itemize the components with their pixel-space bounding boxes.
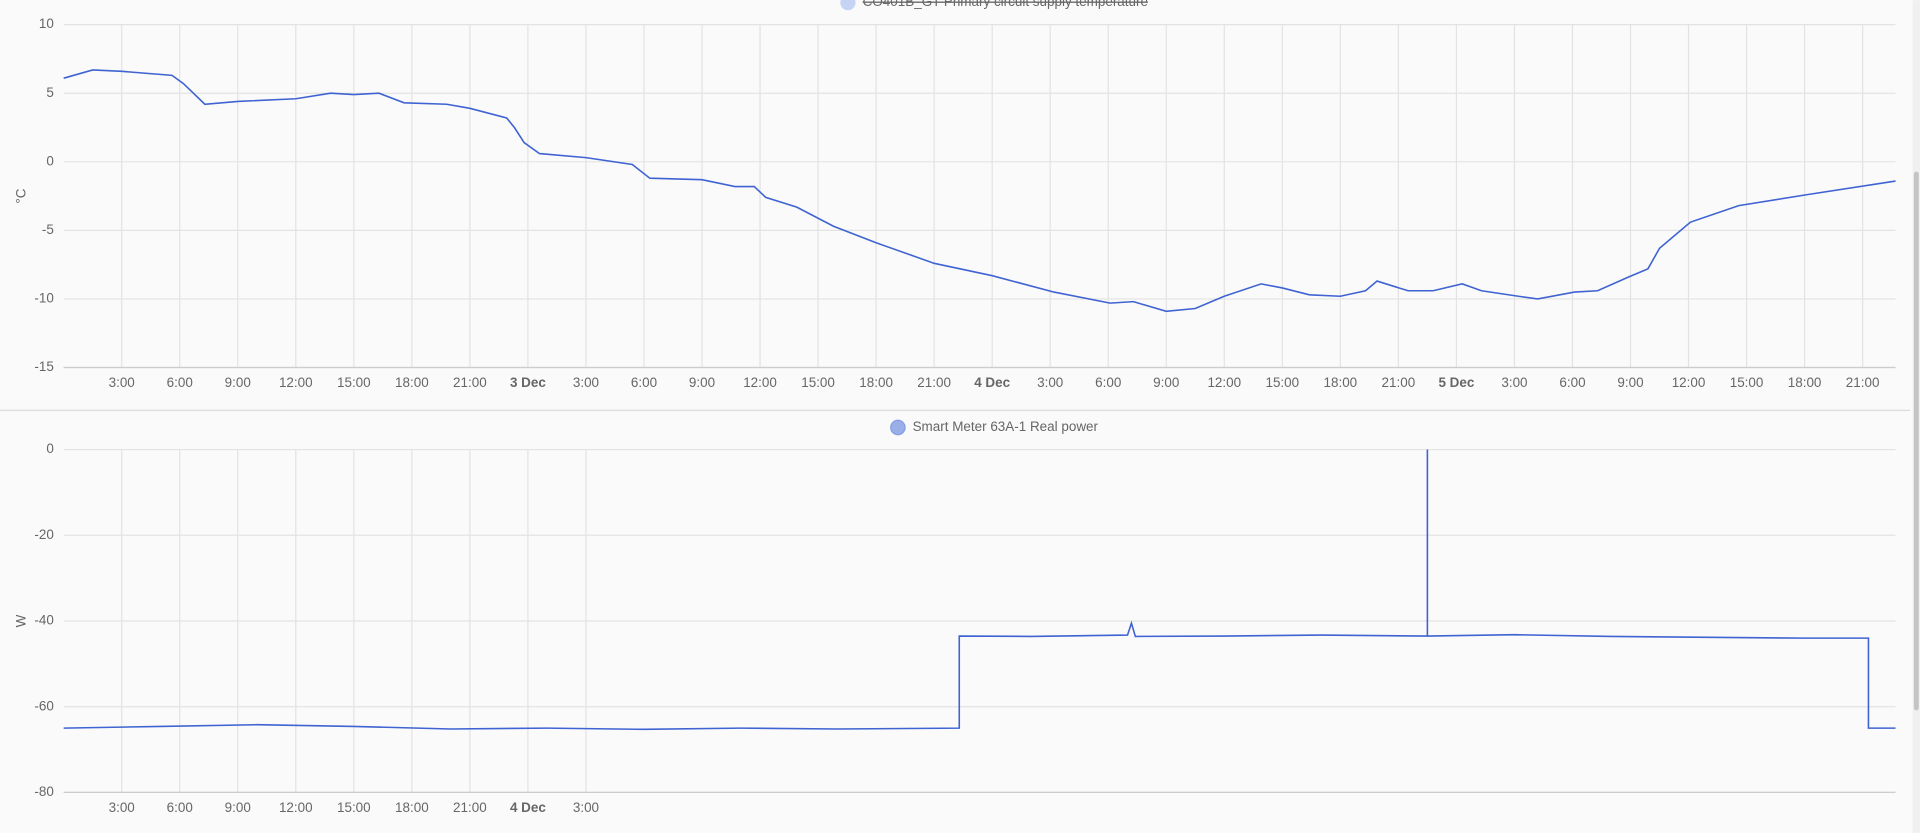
x-tick-label: 15:00 xyxy=(801,375,835,390)
x-tick-label: 6:00 xyxy=(167,375,193,390)
x-tick-label: 6:00 xyxy=(167,800,193,815)
x-tick-label: 9:00 xyxy=(689,375,715,390)
y-tick-label: -15 xyxy=(34,359,53,374)
x-tick-label: 3:00 xyxy=(1501,375,1527,390)
x-tick-label: 18:00 xyxy=(859,375,893,390)
y-tick-label: -80 xyxy=(34,784,53,799)
x-tick-label: 9:00 xyxy=(1153,375,1179,390)
x-tick-label: 12:00 xyxy=(1207,375,1241,390)
legend-label: CO401B_GT Primary circuit supply tempera… xyxy=(863,0,1148,9)
y-tick-label: -20 xyxy=(34,527,53,542)
x-tick-label: 15:00 xyxy=(337,375,371,390)
x-tick-label: 15:00 xyxy=(1265,375,1299,390)
y-tick-label: 0 xyxy=(46,441,53,456)
x-tick-label: 18:00 xyxy=(1788,375,1822,390)
x-tick-label: 4 Dec xyxy=(974,375,1010,390)
y-axis-label: °C xyxy=(14,188,29,203)
x-tick-label: 12:00 xyxy=(743,375,777,390)
x-tick-label: 15:00 xyxy=(1730,375,1764,390)
x-tick-label: 21:00 xyxy=(453,375,487,390)
x-tick-label: 12:00 xyxy=(279,375,313,390)
y-tick-label: -10 xyxy=(34,291,53,306)
y-tick-label: -5 xyxy=(42,222,54,237)
x-tick-label: 9:00 xyxy=(1617,375,1643,390)
x-tick-label: 6:00 xyxy=(631,375,657,390)
x-tick-label: 18:00 xyxy=(1324,375,1358,390)
x-tick-label: 6:00 xyxy=(1095,375,1121,390)
legend-label: Smart Meter 63A-1 Real power xyxy=(913,419,1099,434)
x-tick-label: 6:00 xyxy=(1559,375,1585,390)
data-line xyxy=(63,69,1896,313)
legend-swatch xyxy=(889,419,906,436)
x-tick-label: 9:00 xyxy=(225,375,251,390)
x-tick-label: 3:00 xyxy=(1037,375,1063,390)
x-tick-label: 21:00 xyxy=(1382,375,1416,390)
x-tick-label: 21:00 xyxy=(1846,375,1880,390)
x-tick-label: 3:00 xyxy=(573,375,599,390)
x-tick-label: 3:00 xyxy=(573,800,599,815)
y-tick-label: 0 xyxy=(46,153,53,168)
scrollbar-thumb[interactable] xyxy=(1913,171,1919,711)
x-tick-label: 18:00 xyxy=(395,800,429,815)
x-tick-label: 9:00 xyxy=(225,800,251,815)
x-tick-label: 18:00 xyxy=(395,375,429,390)
x-tick-label: 3:00 xyxy=(109,375,135,390)
y-tick-label: 5 xyxy=(46,85,53,100)
x-tick-label: 3:00 xyxy=(109,800,135,815)
x-tick-label: 5 Dec xyxy=(1438,375,1474,390)
y-tick-label: -60 xyxy=(34,698,53,713)
y-axis-label: W xyxy=(14,614,29,627)
y-tick-label: -40 xyxy=(34,613,53,628)
y-tick-label: 10 xyxy=(39,16,54,31)
x-tick-label: 21:00 xyxy=(917,375,951,390)
x-tick-label: 12:00 xyxy=(279,800,313,815)
x-tick-label: 4 Dec xyxy=(510,800,546,815)
x-tick-label: 15:00 xyxy=(337,800,371,815)
x-tick-label: 21:00 xyxy=(453,800,487,815)
data-line xyxy=(63,449,1896,731)
legend-swatch xyxy=(839,0,856,11)
x-tick-label: 3 Dec xyxy=(510,375,546,390)
x-tick-label: 12:00 xyxy=(1672,375,1706,390)
